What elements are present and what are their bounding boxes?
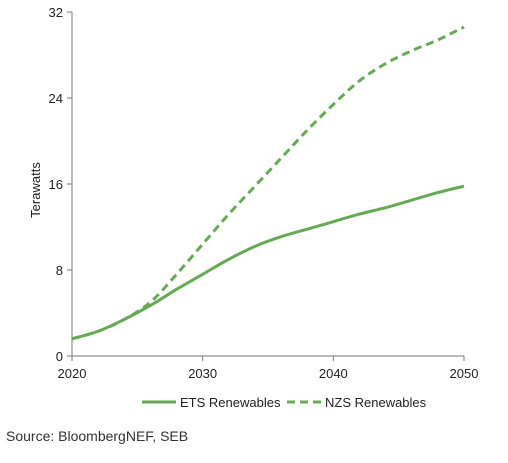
x-tick-label: 2030 (188, 366, 217, 381)
axes (67, 11, 465, 361)
legend-item: NZS Renewables (287, 395, 427, 410)
tick-labels: 0 8 16 24 32 2020 2030 2040 2050 (49, 5, 479, 381)
x-tick-label: 2050 (450, 366, 479, 381)
x-tick-label: 2040 (319, 366, 348, 381)
y-tick-label: 32 (49, 5, 63, 20)
legend-item: ETS Renewables (142, 395, 281, 410)
series-layer (71, 25, 465, 341)
y-tick-label: 24 (49, 91, 63, 106)
y-axis-title: Terawatts (28, 162, 43, 218)
legend: ETS Renewables NZS Renewables (142, 395, 427, 410)
x-tick-label: 2020 (58, 366, 87, 381)
y-tick-label: 0 (56, 349, 63, 364)
legend-label: ETS Renewables (180, 395, 281, 410)
legend-label: NZS Renewables (325, 395, 427, 410)
source-note: Source: BloombergNEF, SEB (6, 428, 189, 444)
y-tick-label: 16 (49, 177, 63, 192)
y-tick-label: 8 (56, 263, 63, 278)
line-chart: 0 8 16 24 32 2020 2030 2040 2050 Terawatts ETS R… (28, 5, 479, 410)
series-line-nzs (71, 25, 465, 341)
series-line-ets (71, 184, 465, 341)
